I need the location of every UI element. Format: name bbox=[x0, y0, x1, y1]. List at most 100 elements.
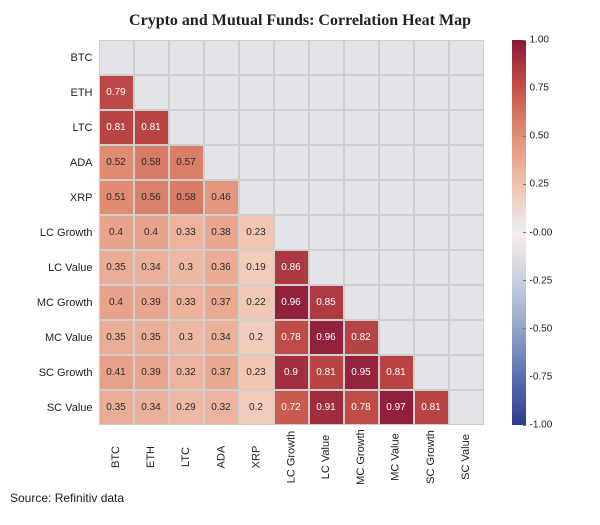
heatmap-cell: 0.37 bbox=[204, 355, 239, 390]
heatmap-cell bbox=[379, 180, 414, 215]
heatmap-cell bbox=[379, 145, 414, 180]
x-axis-label: SC Value bbox=[449, 425, 484, 485]
heatmap-cell bbox=[414, 320, 449, 355]
heatmap-cell bbox=[449, 390, 484, 425]
colorbar-tick-label: 0.75 bbox=[530, 83, 549, 94]
heatmap-cell: 0.96 bbox=[309, 320, 344, 355]
x-axis-label: XRP bbox=[239, 425, 274, 485]
heatmap-cell bbox=[169, 75, 204, 110]
heatmap-cell: 0.58 bbox=[169, 180, 204, 215]
heatmap-cell: 0.35 bbox=[134, 320, 169, 355]
heatmap-row: SC Value0.350.340.290.320.20.720.910.780… bbox=[35, 390, 484, 425]
heatmap-cell: 0.58 bbox=[134, 145, 169, 180]
colorbar-tick-mark bbox=[523, 328, 526, 329]
heatmap-cell bbox=[134, 40, 169, 75]
heatmap-cell: 0.34 bbox=[134, 250, 169, 285]
heatmap-cell: 0.32 bbox=[169, 355, 204, 390]
heatmap-cell bbox=[414, 180, 449, 215]
colorbar-tick-label: 0.25 bbox=[530, 179, 549, 190]
heatmap-cell bbox=[379, 285, 414, 320]
colorbar-tick-label: -0.50 bbox=[530, 323, 553, 334]
heatmap-row: SC Growth0.410.390.320.370.230.90.810.95… bbox=[35, 355, 484, 390]
heatmap-grid: BTCETH0.79LTC0.810.81ADA0.520.580.57XRP0… bbox=[35, 40, 484, 425]
heatmap-cell bbox=[344, 145, 379, 180]
heatmap-cell bbox=[309, 40, 344, 75]
heatmap-row: ETH0.79 bbox=[35, 75, 484, 110]
heatmap-cell: 0.78 bbox=[344, 390, 379, 425]
heatmap-cell: 0.78 bbox=[274, 320, 309, 355]
heatmap-cell bbox=[414, 110, 449, 145]
heatmap-cell bbox=[274, 75, 309, 110]
heatmap-cell bbox=[204, 40, 239, 75]
heatmap-cell bbox=[449, 110, 484, 145]
y-axis-label: MC Value bbox=[35, 320, 99, 355]
heatmap-cell bbox=[169, 40, 204, 75]
heatmap-cell bbox=[274, 110, 309, 145]
heatmap-row: BTC bbox=[35, 40, 484, 75]
heatmap-cell: 0.39 bbox=[134, 285, 169, 320]
y-axis-label: ADA bbox=[35, 145, 99, 180]
colorbar-tick-mark bbox=[523, 425, 526, 426]
x-axis-label: LTC bbox=[169, 425, 204, 485]
heatmap-cell bbox=[239, 40, 274, 75]
heatmap-cell bbox=[309, 110, 344, 145]
heatmap-cell bbox=[309, 75, 344, 110]
heatmap-cell bbox=[204, 75, 239, 110]
heatmap-cell bbox=[344, 215, 379, 250]
heatmap-cell: 0.81 bbox=[309, 355, 344, 390]
x-axis-label: ETH bbox=[134, 425, 169, 485]
x-axis-label: MC Value bbox=[379, 425, 414, 485]
heatmap-cell: 0.56 bbox=[134, 180, 169, 215]
y-axis-label: LC Value bbox=[35, 250, 99, 285]
heatmap-cell bbox=[414, 40, 449, 75]
heatmap-cell: 0.52 bbox=[99, 145, 134, 180]
chart-title: Crypto and Mutual Funds: Correlation Hea… bbox=[10, 12, 590, 30]
x-axis-labels: BTCETHLTCADAXRPLC GrowthLC ValueMC Growt… bbox=[99, 425, 484, 485]
heatmap-cell: 0.91 bbox=[309, 390, 344, 425]
heatmap-cell: 0.86 bbox=[274, 250, 309, 285]
colorbar-tick-mark bbox=[523, 136, 526, 137]
heatmap-row: LC Growth0.40.40.330.380.23 bbox=[35, 215, 484, 250]
heatmap-cell: 0.4 bbox=[99, 215, 134, 250]
colorbar-tick-label: -0.00 bbox=[530, 227, 553, 238]
heatmap-cell bbox=[414, 75, 449, 110]
heatmap-cell: 0.85 bbox=[309, 285, 344, 320]
x-axis-label: BTC bbox=[99, 425, 134, 485]
heatmap-cell bbox=[239, 180, 274, 215]
x-axis-label: LC Growth bbox=[274, 425, 309, 485]
heatmap-row: ADA0.520.580.57 bbox=[35, 145, 484, 180]
colorbar-tick-mark bbox=[523, 232, 526, 233]
heatmap-cell: 0.23 bbox=[239, 355, 274, 390]
heatmap-cell bbox=[274, 40, 309, 75]
heatmap-cell: 0.81 bbox=[134, 110, 169, 145]
heatmap-cell: 0.19 bbox=[239, 250, 274, 285]
heatmap-cell: 0.46 bbox=[204, 180, 239, 215]
colorbar-ticks: 1.000.750.500.25-0.00-0.25-0.50-0.75-1.0… bbox=[526, 40, 566, 425]
heatmap-cell bbox=[449, 145, 484, 180]
heatmap-cell: 0.3 bbox=[169, 320, 204, 355]
heatmap-area: BTCETH0.79LTC0.810.81ADA0.520.580.57XRP0… bbox=[35, 40, 484, 485]
heatmap-cell bbox=[204, 110, 239, 145]
heatmap-cell: 0.81 bbox=[99, 110, 134, 145]
heatmap-cell bbox=[274, 215, 309, 250]
heatmap-cell: 0.35 bbox=[99, 250, 134, 285]
heatmap-cell: 0.82 bbox=[344, 320, 379, 355]
heatmap-cell bbox=[99, 40, 134, 75]
colorbar-tick-mark bbox=[523, 280, 526, 281]
heatmap-cell: 0.3 bbox=[169, 250, 204, 285]
heatmap-cell: 0.29 bbox=[169, 390, 204, 425]
colorbar-tick-mark bbox=[523, 184, 526, 185]
heatmap-cell: 0.37 bbox=[204, 285, 239, 320]
source-text: Source: Refinitiv data bbox=[10, 491, 590, 505]
heatmap-cell: 0.79 bbox=[99, 75, 134, 110]
heatmap-cell: 0.33 bbox=[169, 215, 204, 250]
colorbar-tick-label: -1.00 bbox=[530, 420, 553, 431]
heatmap-cell bbox=[449, 250, 484, 285]
heatmap-cell: 0.36 bbox=[204, 250, 239, 285]
heatmap-cell bbox=[379, 110, 414, 145]
heatmap-cell bbox=[414, 215, 449, 250]
heatmap-cell: 0.4 bbox=[99, 285, 134, 320]
heatmap-cell: 0.34 bbox=[204, 320, 239, 355]
heatmap-cell: 0.33 bbox=[169, 285, 204, 320]
heatmap-cell bbox=[449, 320, 484, 355]
